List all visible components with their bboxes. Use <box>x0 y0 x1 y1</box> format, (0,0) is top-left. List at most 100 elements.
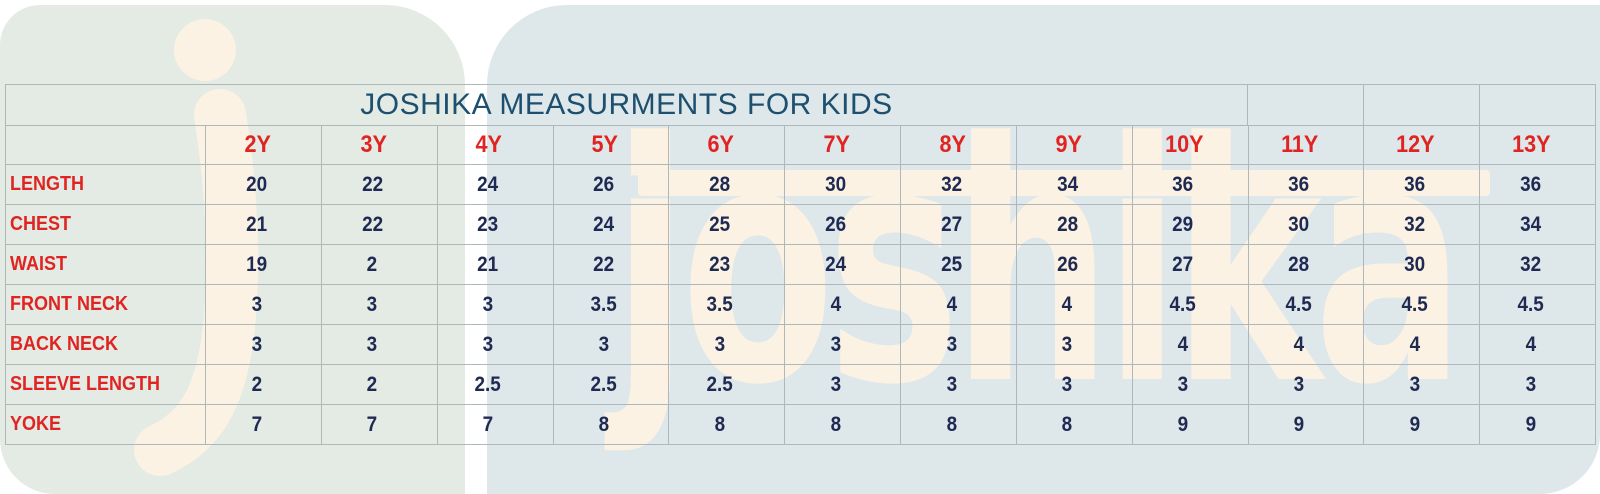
column-header-2y-text: 2Y <box>244 131 271 158</box>
value-cell-text: 2 <box>366 252 378 276</box>
value-cell-text: 36 <box>1404 172 1426 196</box>
value-cell: 3 <box>1248 365 1365 405</box>
column-header-8y-text: 8Y <box>939 131 966 158</box>
value-cell-text: 32 <box>940 172 962 196</box>
value-cell: 36 <box>1480 165 1596 205</box>
value-cell: 28 <box>1016 205 1133 245</box>
value-cell: 7 <box>321 405 438 445</box>
value-cell-text: 3 <box>1177 372 1189 396</box>
value-cell-text: 2.5 <box>474 372 502 396</box>
value-cell: 21 <box>206 205 322 245</box>
value-cell: 9 <box>1248 405 1365 445</box>
column-header-3y: 3Y <box>321 126 438 165</box>
value-cell-text: 4.5 <box>1401 292 1428 316</box>
value-cell-text: 3 <box>946 372 957 396</box>
row-label-text: YOKE <box>10 413 62 435</box>
value-cell: 27 <box>901 205 1017 245</box>
value-cell-text: 26 <box>1056 252 1078 276</box>
value-cell: 24 <box>437 165 554 205</box>
value-cell-text: 26 <box>593 172 615 196</box>
row-label-text: FRONT NECK <box>10 293 128 315</box>
value-cell-text: 24 <box>593 212 615 236</box>
value-cell: 34 <box>1016 165 1133 205</box>
column-header-4y-text: 4Y <box>475 131 503 158</box>
value-cell: 8 <box>785 405 901 445</box>
value-cell-text: 3 <box>482 292 494 316</box>
value-cell: 2 <box>321 365 438 405</box>
row-label-text: BACK NECK <box>10 333 118 355</box>
value-cell: 7 <box>206 405 322 445</box>
value-cell: 28 <box>1248 245 1365 285</box>
value-cell: 3 <box>901 325 1017 365</box>
value-cell: 4.5 <box>1132 285 1249 325</box>
row-label: FRONT NECK <box>6 285 206 325</box>
value-cell: 30 <box>1248 205 1365 245</box>
value-cell-text: 23 <box>709 252 731 276</box>
value-cell: 36 <box>1364 165 1481 205</box>
value-cell-text: 4 <box>1061 292 1073 316</box>
title-row: JOSHIKA MEASURMENTS FOR KIDS <box>6 85 1596 126</box>
value-cell: 3 <box>785 325 901 365</box>
value-cell: 23 <box>437 205 554 245</box>
table-row-front-neck: FRONT NECK 3 3 3 3.5 3.5 4 4 4 4.5 4.5 4.5 4.5 <box>6 285 1596 325</box>
column-header-12y-text: 12Y <box>1396 131 1435 158</box>
value-cell-text: 3 <box>251 292 262 316</box>
column-header-4y: 4Y <box>437 126 554 165</box>
value-cell-text: 3 <box>946 332 957 356</box>
value-cell-text: 29 <box>1172 212 1194 236</box>
value-cell: 30 <box>1364 245 1481 285</box>
value-cell-text: 4.5 <box>1285 292 1313 316</box>
value-cell-text: 3 <box>1409 372 1420 396</box>
value-cell: 3 <box>437 285 554 325</box>
watermark-word-text: joshika <box>612 73 1465 457</box>
value-cell-text: 3 <box>1293 372 1305 396</box>
column-header-5y: 5Y <box>553 126 670 165</box>
value-cell: 8 <box>901 405 1017 445</box>
value-cell-text: 27 <box>940 212 962 236</box>
value-cell-text: 22 <box>361 212 383 236</box>
column-header-12y: 12Y <box>1364 126 1481 165</box>
value-cell: 3 <box>1364 365 1481 405</box>
value-cell: 24 <box>785 245 901 285</box>
value-cell: 3 <box>553 325 670 365</box>
value-cell: 23 <box>669 245 786 285</box>
column-header-13y-text: 13Y <box>1512 131 1551 158</box>
value-cell: 4 <box>1480 325 1596 365</box>
value-cell: 19 <box>206 245 322 285</box>
value-cell: 22 <box>321 205 438 245</box>
value-cell: 22 <box>553 245 670 285</box>
value-cell: 9 <box>1364 405 1481 445</box>
value-cell: 4.5 <box>1364 285 1481 325</box>
value-cell-text: 9 <box>1293 412 1305 436</box>
table-row-waist: WAIST 19 2 21 22 23 24 25 26 27 28 30 32 <box>6 245 1596 285</box>
value-cell: 3 <box>1016 325 1133 365</box>
value-cell: 2.5 <box>669 365 786 405</box>
watermark-header-bar <box>638 170 1490 196</box>
value-cell-text: 2.5 <box>590 372 618 396</box>
value-cell: 32 <box>1364 205 1481 245</box>
value-cell: 3 <box>669 325 786 365</box>
value-cell-text: 30 <box>825 172 847 196</box>
value-cell: 2 <box>321 245 438 285</box>
value-cell-text: 2 <box>366 372 378 396</box>
header-spacer-cell <box>6 126 206 165</box>
row-label: YOKE <box>6 405 206 445</box>
value-cell: 28 <box>669 165 786 205</box>
value-cell: 7 <box>437 405 554 445</box>
value-cell-text: 32 <box>1520 252 1542 276</box>
value-cell-text: 2.5 <box>706 372 733 396</box>
value-cell-text: 2 <box>251 372 262 396</box>
table-row-sleeve-length: SLEEVE LENGTH 2 2 2.5 2.5 2.5 3 3 3 3 3 3 3 <box>6 365 1596 405</box>
value-cell-text: 24 <box>825 252 847 276</box>
value-cell-text: 4 <box>1293 332 1305 356</box>
value-cell-text: 3 <box>366 292 378 316</box>
value-cell: 9 <box>1480 405 1596 445</box>
table-row-back-neck: BACK NECK 3 3 3 3 3 3 3 3 4 4 4 4 <box>6 325 1596 365</box>
value-cell: 3.5 <box>553 285 670 325</box>
value-cell: 3 <box>785 365 901 405</box>
value-cell-text: 4 <box>946 292 957 316</box>
table-row-yoke: YOKE 7 7 7 8 8 8 8 8 9 9 9 9 <box>6 405 1596 445</box>
value-cell: 8 <box>669 405 786 445</box>
value-cell: 3 <box>437 325 554 365</box>
